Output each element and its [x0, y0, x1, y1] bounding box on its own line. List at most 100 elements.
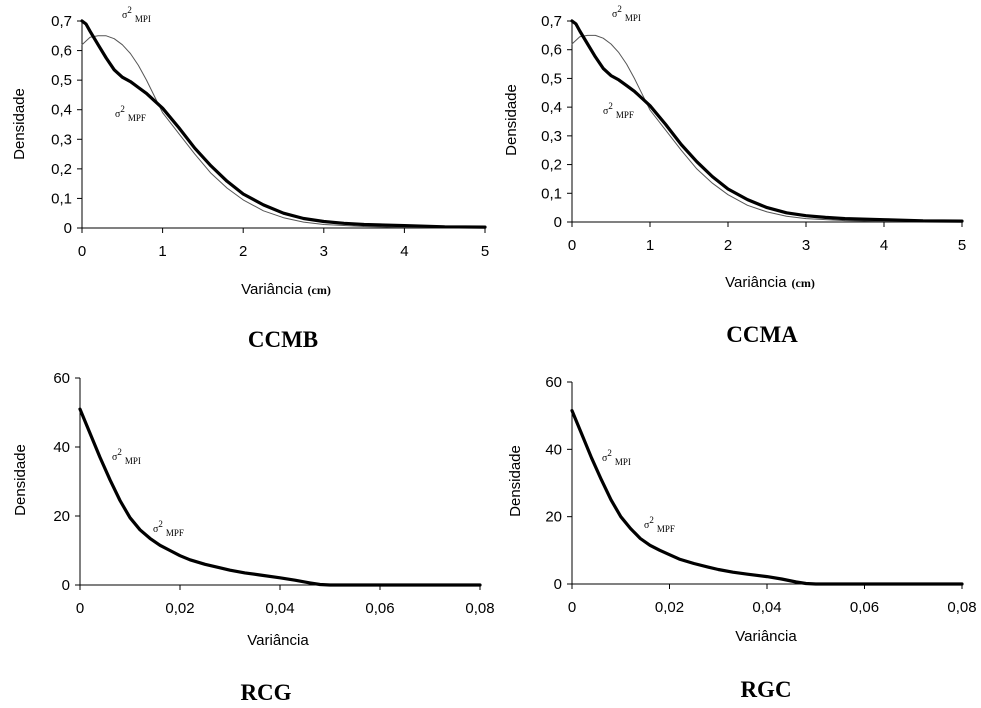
x-tick-label: 5	[958, 237, 966, 254]
annotation-subscript: MPI	[615, 457, 631, 467]
annotation-superscript: 2	[127, 5, 132, 15]
annotation-superscript: 2	[120, 104, 125, 114]
x-tick-label: 0	[78, 243, 86, 260]
y-tick-label: 0	[554, 214, 562, 231]
y-tick-label: 60	[53, 370, 70, 387]
x-tick-label: 0,02	[655, 599, 684, 616]
series-line-mpf	[570, 409, 964, 586]
series-line-mpf	[570, 19, 964, 223]
y-tick-label: 0,6	[541, 42, 562, 59]
annotation-superscript: 2	[117, 447, 122, 457]
y-tick-label: 0,4	[51, 102, 72, 119]
annotation-superscript: 2	[608, 101, 613, 111]
y-tick-label: 0,6	[51, 43, 72, 60]
x-tick-label: 4	[880, 237, 888, 254]
x-axis-title-text: Variância	[247, 632, 309, 649]
y-tick-label: 0,7	[541, 13, 562, 30]
annotation-symbol: σ	[153, 524, 159, 535]
series-annotation-mpf: σ2MPF	[644, 515, 675, 534]
x-tick-label: 0,02	[165, 600, 194, 617]
x-tick-label: 0	[76, 600, 84, 617]
y-tick-label: 0,7	[51, 13, 72, 30]
x-tick-label: 3	[320, 243, 328, 260]
x-axis-title: Variância	[247, 632, 309, 649]
y-tick-label: 0,5	[541, 70, 562, 87]
annotation-symbol: σ	[602, 453, 608, 464]
panel-title: RGC	[740, 677, 791, 702]
y-axis-title: Densidade	[11, 88, 28, 160]
x-tick-label: 0	[568, 237, 576, 254]
chart-panel-ccma: 00,10,20,30,40,50,60,70 1 2 3 4 5σ2MPIσ2MPFVa…	[503, 4, 966, 347]
panel-title: RCG	[240, 680, 291, 705]
series-line-mpf	[78, 407, 482, 587]
y-tick-label: 40	[545, 441, 562, 458]
x-axis-title-text: Variância	[735, 628, 797, 645]
x-tick-label: 0	[568, 599, 576, 616]
annotation-subscript: MPI	[625, 13, 641, 23]
x-tick-label: 5	[481, 243, 489, 260]
x-axis-title-text: Variância	[241, 281, 303, 298]
annotation-subscript: MPI	[125, 456, 141, 466]
y-tick-label: 0,5	[51, 72, 72, 89]
y-tick-label: 0	[554, 576, 562, 593]
series-annotation-mpf: σ2MPF	[153, 519, 184, 538]
x-axis-unit: (cm)	[308, 283, 331, 297]
annotation-superscript: 2	[158, 519, 163, 529]
y-tick-label: 0,3	[51, 131, 72, 148]
x-tick-label: 0,08	[947, 599, 976, 616]
annotation-symbol: σ	[115, 109, 121, 120]
annotation-symbol: σ	[112, 452, 118, 463]
chart-panel-ccmb: 00,10,20,30,40,50,60,70 1 2 3 4 5σ2MPIσ2MPFVa…	[11, 5, 489, 352]
x-tick-label: 1	[646, 237, 654, 254]
y-tick-label: 0	[64, 220, 72, 237]
y-tick-label: 0	[62, 577, 70, 594]
series-annotation-mpi: σ2MPI	[612, 4, 641, 23]
series-annotation-mpf: σ2MPF	[115, 104, 146, 123]
x-axis-title: Variância (cm)	[241, 281, 331, 298]
y-axis-title: Densidade	[12, 444, 29, 516]
series-line-mpf	[80, 19, 487, 229]
panel-title: CCMB	[248, 327, 318, 352]
x-tick-label: 0,08	[465, 600, 494, 617]
y-tick-label: 60	[545, 374, 562, 391]
y-tick-label: 0,3	[541, 128, 562, 145]
series-line-mpi	[571, 34, 963, 223]
annotation-subscript: MPF	[616, 110, 634, 120]
y-tick-label: 40	[53, 439, 70, 456]
annotation-symbol: σ	[122, 10, 128, 21]
annotation-subscript: MPF	[128, 113, 146, 123]
y-axis-title: Densidade	[507, 445, 524, 517]
series-annotation-mpi: σ2MPI	[122, 5, 151, 24]
x-tick-label: 1	[158, 243, 166, 260]
annotation-symbol: σ	[644, 520, 650, 531]
annotation-superscript: 2	[607, 448, 612, 458]
x-tick-label: 0,04	[265, 600, 294, 617]
annotation-subscript: MPI	[135, 14, 151, 24]
y-tick-label: 0,1	[51, 190, 72, 207]
x-axis-title: Variância (cm)	[725, 274, 815, 291]
annotation-subscript: MPF	[166, 528, 184, 538]
y-tick-label: 0,1	[541, 185, 562, 202]
series-annotation-mpi: σ2MPI	[602, 448, 631, 467]
x-axis-unit: (cm)	[792, 276, 815, 290]
y-tick-label: 20	[53, 508, 70, 525]
x-axis-title: Variância	[735, 628, 797, 645]
y-tick-label: 20	[545, 509, 562, 526]
x-axis-title-text: Variância	[725, 274, 787, 291]
x-tick-label: 0,06	[850, 599, 879, 616]
annotation-subscript: MPF	[657, 524, 675, 534]
series-annotation-mpi: σ2MPI	[112, 447, 141, 466]
x-tick-label: 2	[239, 243, 247, 260]
series-line-mpi	[81, 35, 486, 229]
x-tick-label: 4	[400, 243, 408, 260]
annotation-superscript: 2	[617, 4, 622, 14]
x-tick-label: 0,04	[752, 599, 781, 616]
annotation-symbol: σ	[603, 106, 609, 117]
y-tick-label: 0,4	[541, 99, 562, 116]
x-tick-label: 3	[802, 237, 810, 254]
annotation-superscript: 2	[649, 515, 654, 525]
x-tick-label: 2	[724, 237, 732, 254]
